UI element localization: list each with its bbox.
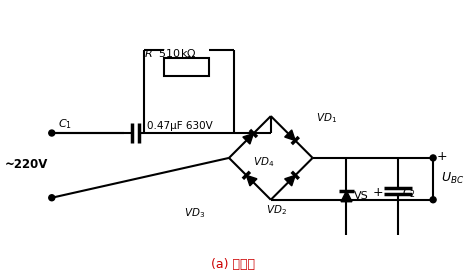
Text: $VD_2$: $VD_2$ — [266, 203, 287, 217]
Polygon shape — [341, 191, 352, 202]
Polygon shape — [243, 133, 253, 144]
Circle shape — [49, 195, 55, 201]
Text: +: + — [373, 186, 384, 199]
Polygon shape — [246, 175, 257, 186]
Text: $R$  510kΩ: $R$ 510kΩ — [144, 47, 197, 59]
Text: $VD_4$: $VD_4$ — [253, 155, 274, 169]
Text: +: + — [437, 150, 448, 163]
Text: $VD_1$: $VD_1$ — [316, 111, 337, 125]
Text: (a) 电路一: (a) 电路一 — [211, 258, 255, 271]
Circle shape — [430, 197, 436, 203]
Text: VS: VS — [354, 191, 368, 201]
Circle shape — [49, 130, 55, 136]
Polygon shape — [285, 130, 295, 141]
Circle shape — [430, 155, 436, 161]
Polygon shape — [285, 175, 295, 186]
Text: $VD_3$: $VD_3$ — [184, 206, 205, 220]
Text: 0.47μF 630V: 0.47μF 630V — [147, 121, 213, 131]
Text: $C_2$: $C_2$ — [402, 186, 416, 199]
Bar — [164, 58, 209, 76]
Text: $C_1$: $C_1$ — [58, 117, 72, 131]
Text: ~220V: ~220V — [5, 158, 48, 171]
Text: $U_{BC}$: $U_{BC}$ — [441, 171, 464, 186]
